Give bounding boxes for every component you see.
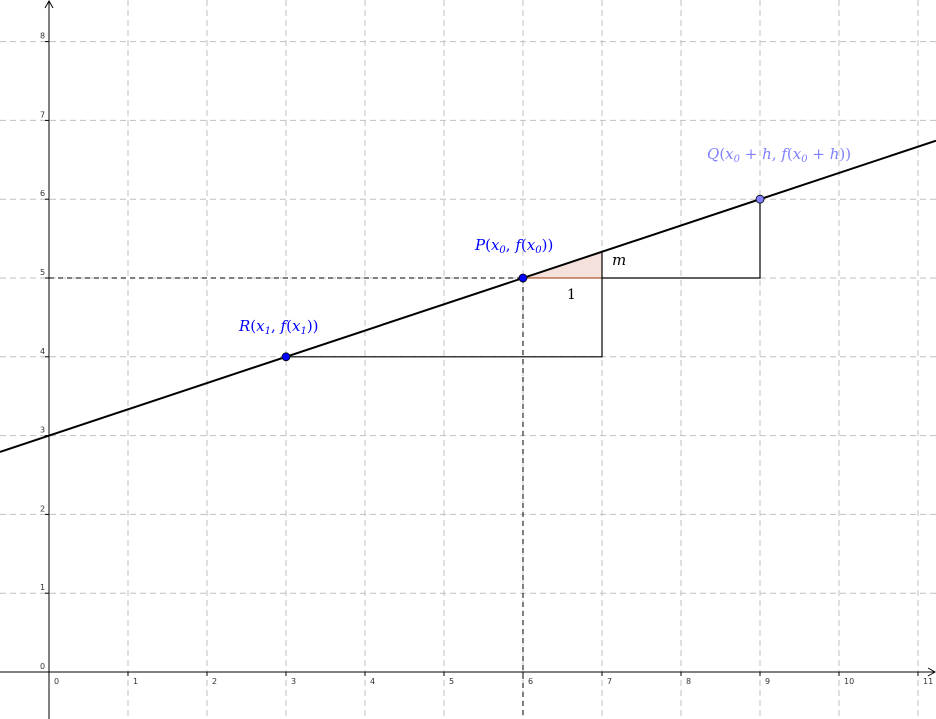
x-tick-label: 7 — [607, 677, 612, 686]
step-from-r — [286, 251, 603, 358]
y-axis-arrow — [44, 0, 54, 9]
x-tick-label: 4 — [370, 677, 375, 686]
rise-label: m — [612, 251, 626, 269]
y-tick-label: 0 — [40, 662, 45, 671]
x-tick-label: 0 — [54, 677, 59, 686]
y-tick-label: 2 — [40, 504, 45, 513]
tick-labels: 0 1 2 3 4 5 6 7 8 9 10 11 0 1 2 3 4 5 6 7 8 — [40, 32, 933, 686]
point-q[interactable] — [755, 194, 765, 204]
run-label: 1 — [567, 287, 576, 303]
x-tick-label: 10 — [844, 677, 854, 686]
point-r-label: R(x1, f(x1)) — [238, 317, 319, 337]
x-tick-label: 8 — [686, 677, 691, 686]
x-tick-label: 11 — [923, 677, 933, 686]
linear-function-line — [0, 139, 936, 453]
x-tick-label: 5 — [449, 677, 454, 686]
point-p[interactable] — [518, 273, 528, 283]
y-tick-label: 4 — [40, 347, 45, 356]
x-tick-label: 6 — [528, 677, 533, 686]
y-tick-label: 5 — [40, 268, 45, 277]
x-tick-label: 9 — [765, 677, 770, 686]
point-r[interactable] — [281, 352, 291, 362]
y-tick-label: 7 — [40, 110, 45, 119]
y-tick-label: 6 — [40, 189, 45, 198]
x-axis-arrow — [927, 667, 936, 677]
step-to-q — [602, 199, 761, 279]
point-p-label: P(x0, f(x0)) — [474, 236, 553, 256]
y-tick-label: 3 — [40, 426, 45, 435]
y-tick-label: 1 — [40, 583, 45, 592]
y-tick-label: 8 — [40, 32, 45, 41]
point-q-label: Q(x0 + h, f(x0 + h)) — [707, 145, 851, 165]
x-tick-label: 2 — [212, 677, 217, 686]
x-tick-label: 3 — [291, 677, 296, 686]
x-tick-label: 1 — [133, 677, 138, 686]
